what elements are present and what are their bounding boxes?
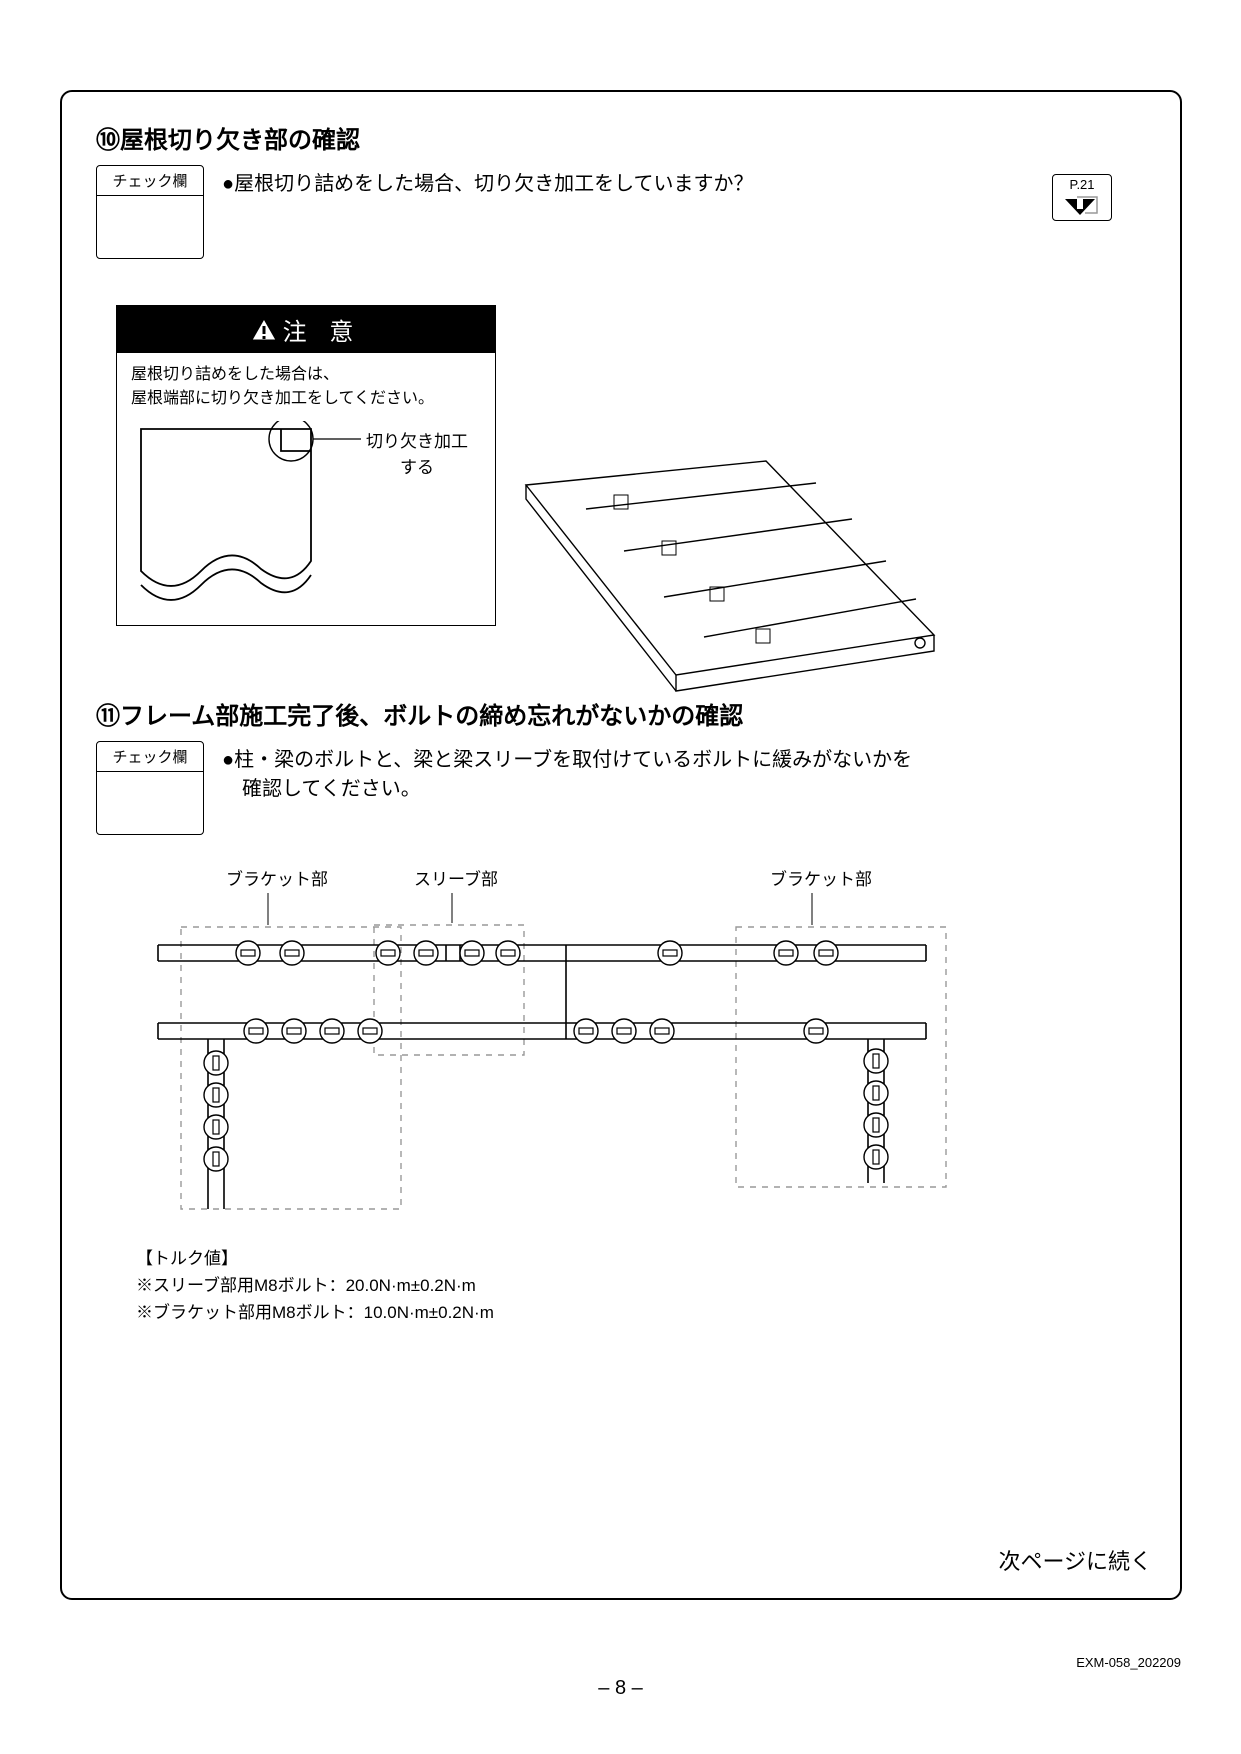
caution-body: 屋根切り詰めをした場合は、 屋根端部に切り欠き加工をしてください。 — [117, 353, 495, 625]
caution-title: 注 意 — [283, 312, 362, 347]
label-bracket-right: ブラケット部 — [770, 865, 872, 890]
caution-box: 注 意 屋根切り詰めをした場合は、 屋根端部に切り欠き加工をしてください。 — [116, 305, 496, 626]
check-box-11-body[interactable] — [97, 772, 203, 834]
label-bracket-left: ブラケット部 — [226, 865, 328, 890]
caution-line2: 屋根端部に切り欠き加工をしてください。 — [131, 387, 481, 411]
frame-diagram: ブラケット部 スリーブ部 ブラケット部 — [136, 865, 976, 1225]
page-number: – 8 – — [598, 1677, 642, 1700]
section-11-instruction: ●柱・梁のボルトと、梁と梁スリーブを取付けているボルトに緩みがないかを 確認して… — [222, 743, 912, 801]
caution-header: 注 意 — [117, 306, 495, 353]
caution-line1: 屋根切り詰めをした場合は、 — [131, 363, 481, 387]
continue-text: 次ページに続く — [998, 1544, 1152, 1576]
torque-values: 【トルク値】 ※スリーブ部用M8ボルト：20.0N·m±0.2N·m ※ブラケッ… — [136, 1245, 1146, 1327]
page-frame: ⑩屋根切り欠き部の確認 チェック欄 ●屋根切り詰めをした場合、切り欠き加工をして… — [60, 90, 1182, 1600]
page-ref-box: P.21 — [1052, 174, 1112, 221]
document-id: EXM-058_202209 — [1076, 1655, 1181, 1670]
check-box-10-label: チェック欄 — [97, 166, 203, 196]
page-ref-icon — [1053, 192, 1111, 220]
roof-isometric-diagram — [516, 455, 936, 735]
section-10-question: ●屋根切り詰めをした場合、切り欠き加工をしていますか？ — [222, 167, 753, 196]
section-10-title: ⑩屋根切り欠き部の確認 — [96, 120, 1146, 155]
section-10: ⑩屋根切り欠き部の確認 チェック欄 ●屋根切り詰めをした場合、切り欠き加工をして… — [96, 120, 1146, 626]
torque-line1: ※スリーブ部用M8ボルト：20.0N·m±0.2N·m — [136, 1272, 1146, 1299]
cutout-label: 切り欠き加工する — [363, 429, 471, 480]
warning-icon — [251, 318, 277, 342]
torque-line2: ※ブラケット部用M8ボルト：10.0N·m±0.2N·m — [136, 1299, 1146, 1326]
check-box-10-body[interactable] — [97, 196, 203, 258]
page-ref-label: P.21 — [1053, 177, 1111, 192]
label-sleeve: スリーブ部 — [414, 865, 498, 890]
check-box-11-label: チェック欄 — [97, 742, 203, 772]
cutout-diagram: 切り欠き加工する — [131, 421, 471, 611]
check-box-10: チェック欄 — [96, 165, 204, 259]
section-11: ⑪フレーム部施工完了後、ボルトの締め忘れがないかの確認 チェック欄 ●柱・梁のボ… — [96, 696, 1146, 1327]
check-box-11: チェック欄 — [96, 741, 204, 835]
torque-header: 【トルク値】 — [136, 1245, 1146, 1272]
